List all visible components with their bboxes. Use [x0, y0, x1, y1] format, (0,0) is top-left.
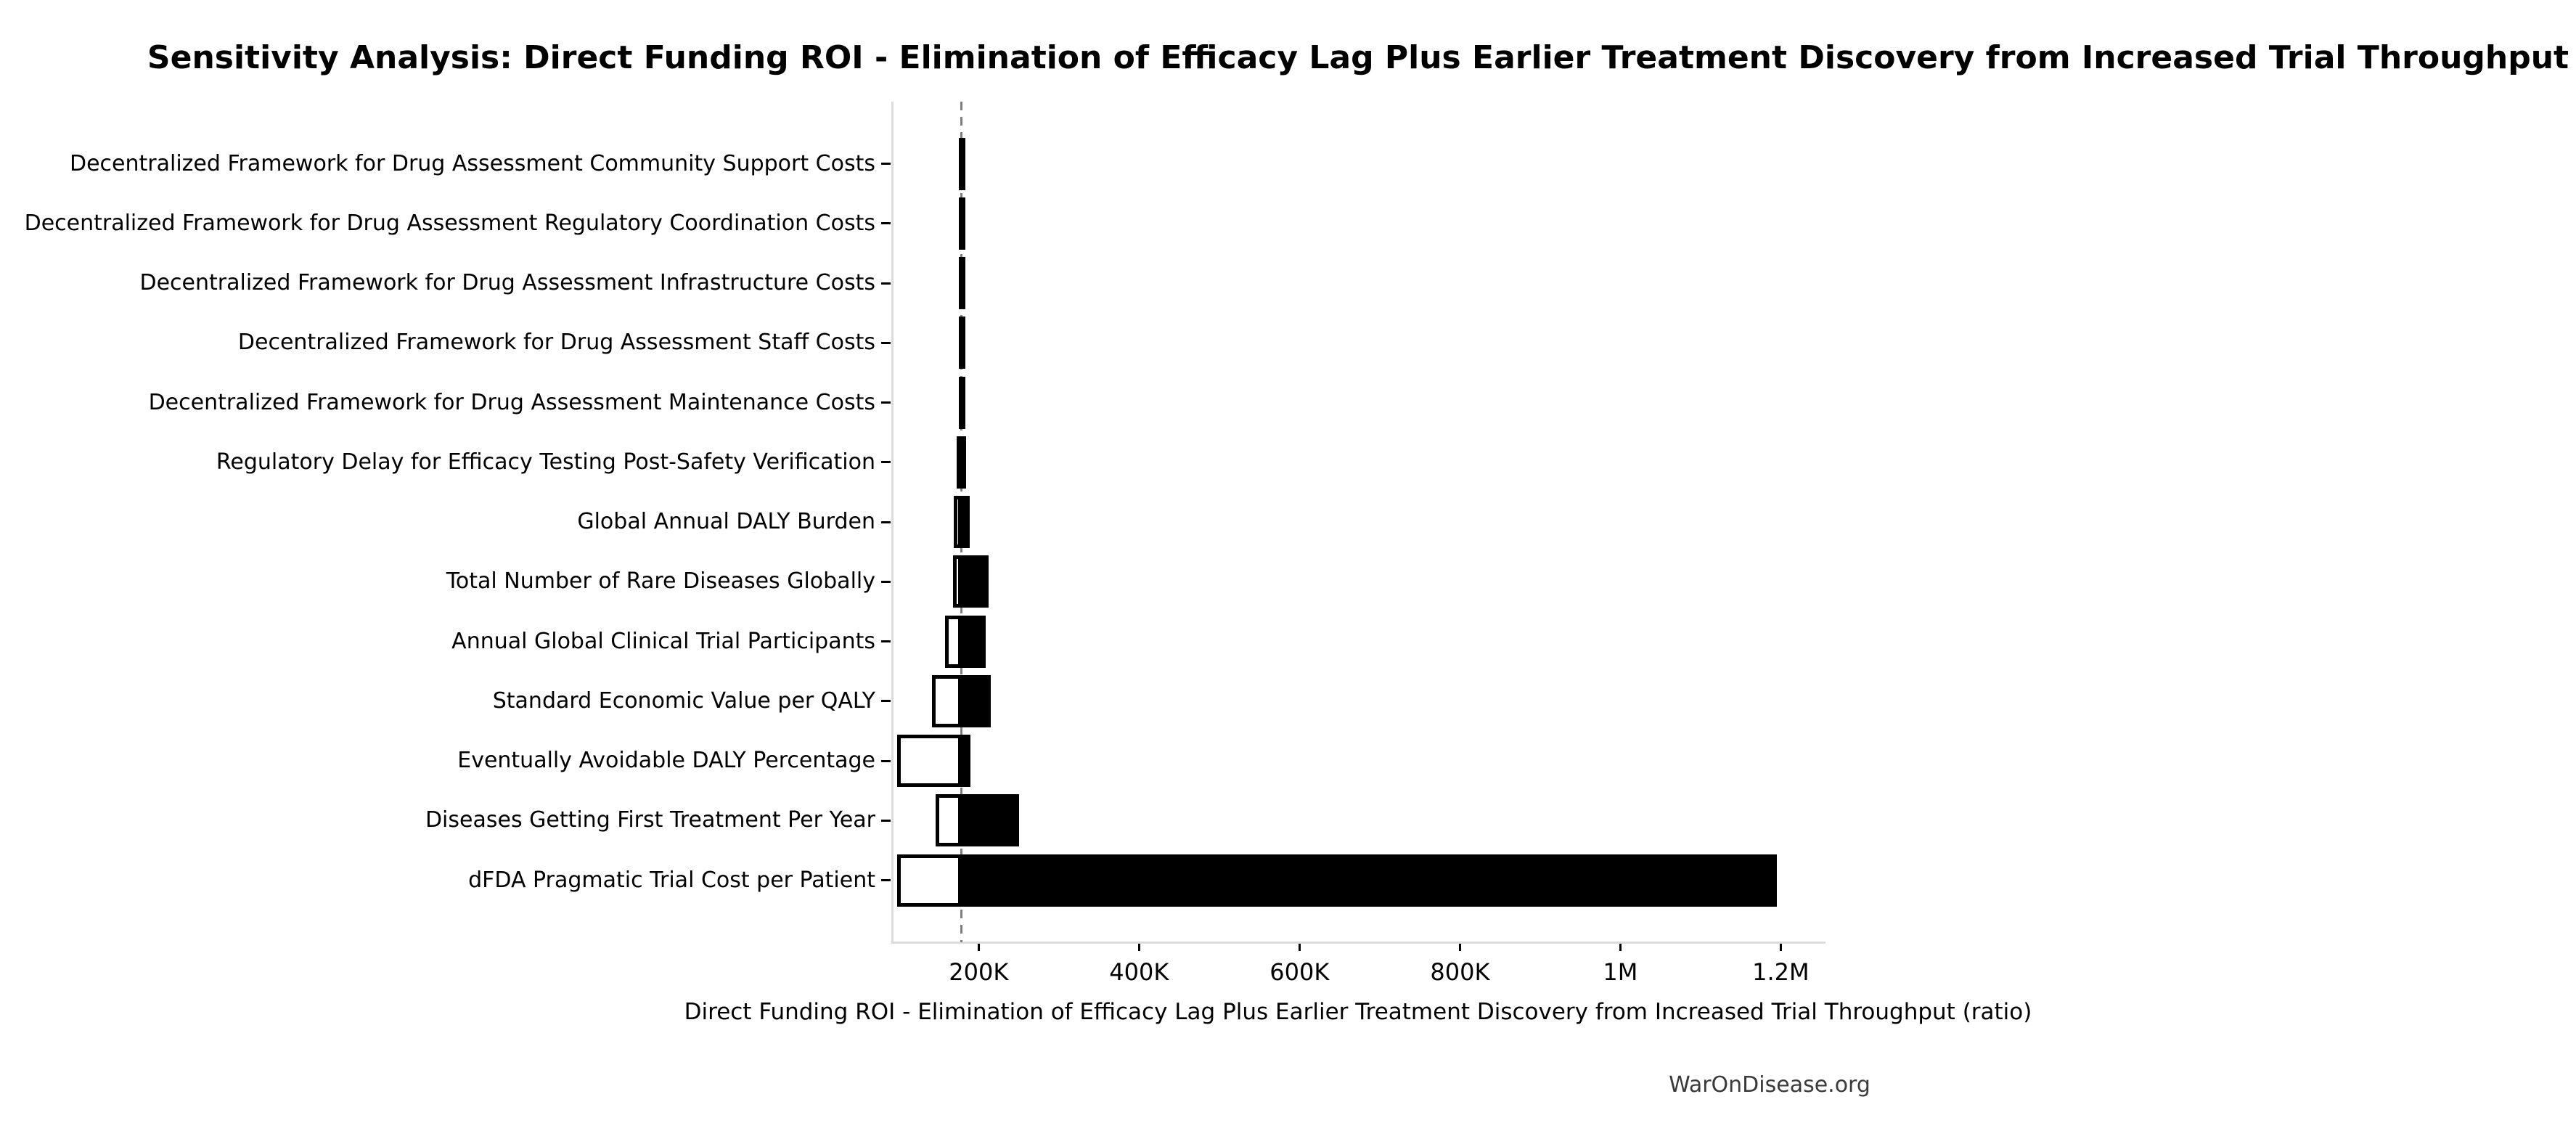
x-tick-mark: [1458, 944, 1461, 951]
bar-low-segment: [944, 615, 962, 668]
category-label: Decentralized Framework for Drug Assessm…: [148, 389, 875, 415]
category-label: Regulatory Delay for Efficacy Testing Po…: [216, 449, 875, 475]
bar-low-segment: [954, 496, 962, 548]
y-tick-mark: [881, 879, 891, 881]
x-tick-label: 800K: [1430, 958, 1490, 986]
bar-low-segment: [932, 674, 962, 727]
bar-high-segment: [962, 735, 971, 787]
bar-range-segment: [956, 436, 967, 489]
bar-range-segment: [958, 197, 966, 250]
y-axis-spine: [891, 102, 894, 944]
y-tick-mark: [881, 282, 891, 285]
bar-range-segment: [958, 257, 966, 309]
bar-low-segment: [896, 854, 962, 907]
category-label: dFDA Pragmatic Trial Cost per Patient: [468, 867, 875, 893]
x-axis-spine: [891, 942, 1825, 944]
bar-range-segment: [958, 137, 966, 190]
bar-high-segment: [962, 555, 989, 608]
y-tick-mark: [881, 163, 891, 165]
x-tick-label: 1M: [1603, 958, 1638, 986]
category-label: Standard Economic Value per QALY: [492, 687, 875, 714]
bar-range-segment: [958, 376, 966, 429]
y-tick-mark: [881, 401, 891, 404]
chart-title: Sensitivity Analysis: Direct Funding ROI…: [147, 39, 2569, 76]
bar-high-segment: [962, 854, 1777, 907]
y-tick-mark: [881, 520, 891, 523]
x-tick-label: 1.2M: [1752, 958, 1810, 986]
x-tick-mark: [1619, 944, 1622, 951]
category-label: Decentralized Framework for Drug Assessm…: [237, 330, 875, 356]
category-label: Decentralized Framework for Drug Assessm…: [70, 150, 875, 176]
category-label: Annual Global Clinical Trial Participant…: [451, 628, 875, 654]
y-tick-mark: [881, 819, 891, 822]
bar-low-segment: [935, 794, 962, 847]
category-label: Global Annual DALY Burden: [577, 509, 875, 534]
category-label: Eventually Avoidable DALY Percentage: [457, 748, 875, 773]
bar-low-segment: [952, 555, 962, 608]
x-tick-label: 400K: [1109, 958, 1169, 986]
y-tick-mark: [881, 640, 891, 642]
x-tick-label: 200K: [949, 958, 1009, 986]
bar-high-segment: [962, 794, 1019, 847]
x-tick-mark: [977, 944, 980, 951]
category-label: Decentralized Framework for Drug Assessm…: [24, 210, 875, 236]
y-tick-mark: [881, 461, 891, 464]
y-tick-mark: [881, 580, 891, 583]
bar-high-segment: [962, 496, 970, 548]
x-tick-label: 600K: [1269, 958, 1330, 986]
bar-range-segment: [958, 317, 966, 370]
bar-high-segment: [962, 615, 986, 668]
y-tick-mark: [881, 759, 891, 762]
category-label: Total Number of Rare Diseases Globally: [446, 568, 875, 595]
y-tick-mark: [881, 222, 891, 225]
bar-low-segment: [896, 735, 962, 787]
category-label: Diseases Getting First Treatment Per Yea…: [425, 807, 875, 833]
y-tick-mark: [881, 341, 891, 344]
watermark-text: WarOnDisease.org: [1669, 1072, 1870, 1098]
x-tick-mark: [1298, 944, 1301, 951]
bar-high-segment: [962, 674, 991, 727]
x-tick-mark: [1779, 944, 1782, 951]
x-tick-mark: [1137, 944, 1140, 951]
x-axis-label: Direct Funding ROI - Elimination of Effi…: [684, 999, 2032, 1025]
category-label: Decentralized Framework for Drug Assessm…: [139, 270, 875, 295]
y-tick-mark: [881, 700, 891, 703]
